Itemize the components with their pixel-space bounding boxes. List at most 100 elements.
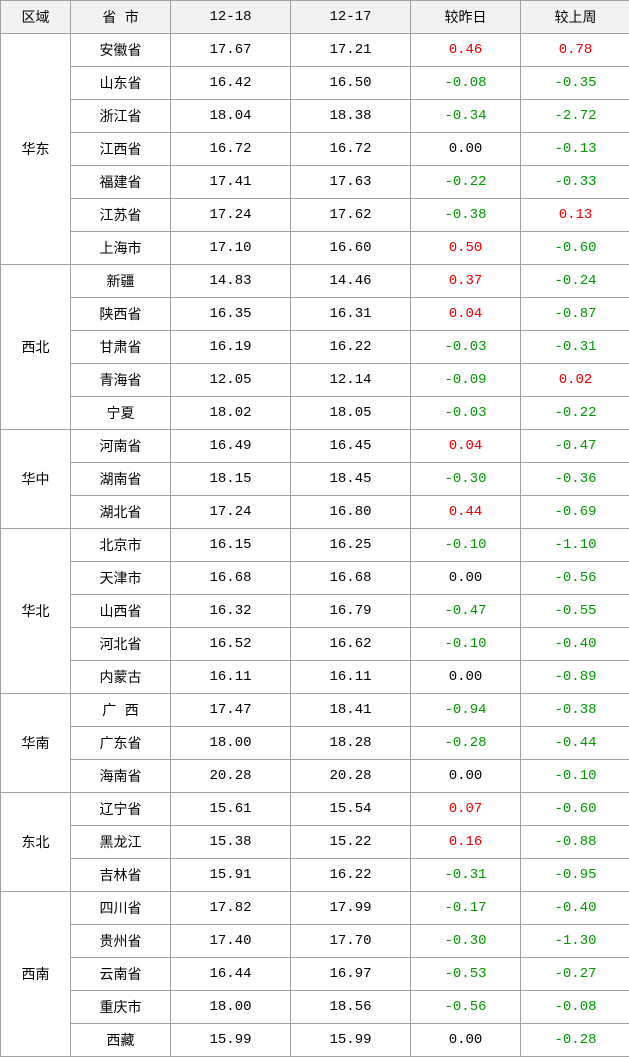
province-cell: 天津市: [71, 562, 171, 595]
value-date1: 14.83: [171, 265, 291, 298]
province-cell: 广东省: [71, 727, 171, 760]
table-row: 内蒙古16.1116.110.00-0.89: [1, 661, 629, 694]
province-cell: 河北省: [71, 628, 171, 661]
region-cell: 东北: [1, 793, 71, 892]
value-date1: 16.11: [171, 661, 291, 694]
province-cell: 青海省: [71, 364, 171, 397]
diff-week-cell: 0.02: [521, 364, 629, 397]
value-date2: 12.14: [291, 364, 411, 397]
value-date2: 18.41: [291, 694, 411, 727]
value-date2: 16.22: [291, 331, 411, 364]
diff-week-cell: -1.10: [521, 529, 629, 562]
diff-week-cell: -0.40: [521, 628, 629, 661]
table-row: 西北新疆14.8314.460.37-0.24: [1, 265, 629, 298]
diff-day-cell: -0.94: [411, 694, 521, 727]
table-row: 湖北省17.2416.800.44-0.69: [1, 496, 629, 529]
value-date2: 15.22: [291, 826, 411, 859]
table-body: 华东安徽省17.6717.210.460.78山东省16.4216.50-0.0…: [1, 34, 629, 1057]
diff-day-cell: -0.10: [411, 628, 521, 661]
diff-day-cell: 0.00: [411, 133, 521, 166]
table-row: 重庆市18.0018.56-0.56-0.08: [1, 991, 629, 1024]
value-date1: 20.28: [171, 760, 291, 793]
province-cell: 吉林省: [71, 859, 171, 892]
value-date1: 17.24: [171, 496, 291, 529]
diff-week-cell: -0.24: [521, 265, 629, 298]
diff-day-cell: 0.16: [411, 826, 521, 859]
table-row: 黑龙江15.3815.220.16-0.88: [1, 826, 629, 859]
diff-week-cell: -0.55: [521, 595, 629, 628]
col-diff-day: 较昨日: [411, 1, 521, 34]
value-date1: 17.40: [171, 925, 291, 958]
table-row: 青海省12.0512.14-0.090.02: [1, 364, 629, 397]
value-date2: 17.70: [291, 925, 411, 958]
diff-day-cell: -0.10: [411, 529, 521, 562]
table-row: 华中河南省16.4916.450.04-0.47: [1, 430, 629, 463]
value-date1: 18.04: [171, 100, 291, 133]
province-cell: 湖北省: [71, 496, 171, 529]
diff-day-cell: 0.37: [411, 265, 521, 298]
value-date1: 18.00: [171, 991, 291, 1024]
province-cell: 海南省: [71, 760, 171, 793]
diff-week-cell: -0.35: [521, 67, 629, 100]
value-date2: 16.79: [291, 595, 411, 628]
diff-day-cell: -0.09: [411, 364, 521, 397]
value-date1: 17.47: [171, 694, 291, 727]
table-header: 区域 省 市 12-18 12-17 较昨日 较上周: [1, 1, 629, 34]
diff-day-cell: -0.08: [411, 67, 521, 100]
province-cell: 浙江省: [71, 100, 171, 133]
province-cell: 重庆市: [71, 991, 171, 1024]
value-date1: 18.15: [171, 463, 291, 496]
province-cell: 内蒙古: [71, 661, 171, 694]
value-date1: 12.05: [171, 364, 291, 397]
value-date1: 16.19: [171, 331, 291, 364]
province-cell: 新疆: [71, 265, 171, 298]
region-cell: 华中: [1, 430, 71, 529]
value-date2: 16.62: [291, 628, 411, 661]
diff-week-cell: -0.27: [521, 958, 629, 991]
province-cell: 辽宁省: [71, 793, 171, 826]
diff-week-cell: -0.56: [521, 562, 629, 595]
table-row: 山东省16.4216.50-0.08-0.35: [1, 67, 629, 100]
region-cell: 华南: [1, 694, 71, 793]
value-date2: 16.80: [291, 496, 411, 529]
value-date2: 15.54: [291, 793, 411, 826]
value-date1: 16.42: [171, 67, 291, 100]
value-date1: 15.91: [171, 859, 291, 892]
diff-week-cell: -2.72: [521, 100, 629, 133]
diff-day-cell: -0.03: [411, 397, 521, 430]
value-date2: 16.11: [291, 661, 411, 694]
province-cell: 上海市: [71, 232, 171, 265]
diff-day-cell: 0.00: [411, 562, 521, 595]
diff-week-cell: -0.69: [521, 496, 629, 529]
diff-week-cell: -0.95: [521, 859, 629, 892]
diff-day-cell: 0.00: [411, 760, 521, 793]
table-row: 东北辽宁省15.6115.540.07-0.60: [1, 793, 629, 826]
value-date2: 16.25: [291, 529, 411, 562]
table-row: 天津市16.6816.680.00-0.56: [1, 562, 629, 595]
province-cell: 甘肃省: [71, 331, 171, 364]
value-date2: 15.99: [291, 1024, 411, 1057]
diff-day-cell: 0.00: [411, 1024, 521, 1057]
value-date2: 16.68: [291, 562, 411, 595]
diff-week-cell: -0.87: [521, 298, 629, 331]
value-date2: 17.99: [291, 892, 411, 925]
province-cell: 陕西省: [71, 298, 171, 331]
value-date1: 16.15: [171, 529, 291, 562]
province-cell: 江苏省: [71, 199, 171, 232]
price-table: 区域 省 市 12-18 12-17 较昨日 较上周 华东安徽省17.6717.…: [0, 0, 629, 1057]
diff-week-cell: -0.28: [521, 1024, 629, 1057]
diff-day-cell: -0.22: [411, 166, 521, 199]
value-date1: 16.52: [171, 628, 291, 661]
diff-week-cell: -0.60: [521, 232, 629, 265]
table-row: 华东安徽省17.6717.210.460.78: [1, 34, 629, 67]
value-date2: 17.21: [291, 34, 411, 67]
province-cell: 四川省: [71, 892, 171, 925]
province-cell: 江西省: [71, 133, 171, 166]
province-cell: 黑龙江: [71, 826, 171, 859]
province-cell: 山西省: [71, 595, 171, 628]
table-row: 浙江省18.0418.38-0.34-2.72: [1, 100, 629, 133]
diff-day-cell: 0.07: [411, 793, 521, 826]
diff-week-cell: -0.31: [521, 331, 629, 364]
col-date1: 12-18: [171, 1, 291, 34]
diff-week-cell: -0.40: [521, 892, 629, 925]
